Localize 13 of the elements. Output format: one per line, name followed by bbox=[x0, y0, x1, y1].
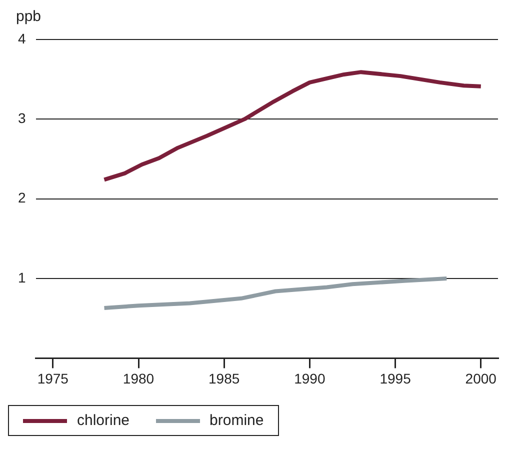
x-tick-label: 1995 bbox=[380, 370, 412, 386]
x-tick-label: 1985 bbox=[208, 370, 240, 386]
y-tick-label: 2 bbox=[18, 190, 26, 206]
y-axis-title: ppb bbox=[16, 8, 42, 25]
y-tick-label: 1 bbox=[18, 269, 26, 286]
legend-label: bromine bbox=[210, 412, 264, 429]
x-tick-label: 1990 bbox=[294, 370, 326, 386]
x-tick-label: 2000 bbox=[465, 370, 497, 386]
x-tick-label: 1980 bbox=[122, 370, 154, 386]
x-tick-label: 1975 bbox=[37, 370, 69, 386]
y-tick-label: 4 bbox=[18, 30, 26, 46]
legend-label: chlorine bbox=[77, 412, 130, 429]
y-tick-label: 3 bbox=[18, 110, 26, 126]
